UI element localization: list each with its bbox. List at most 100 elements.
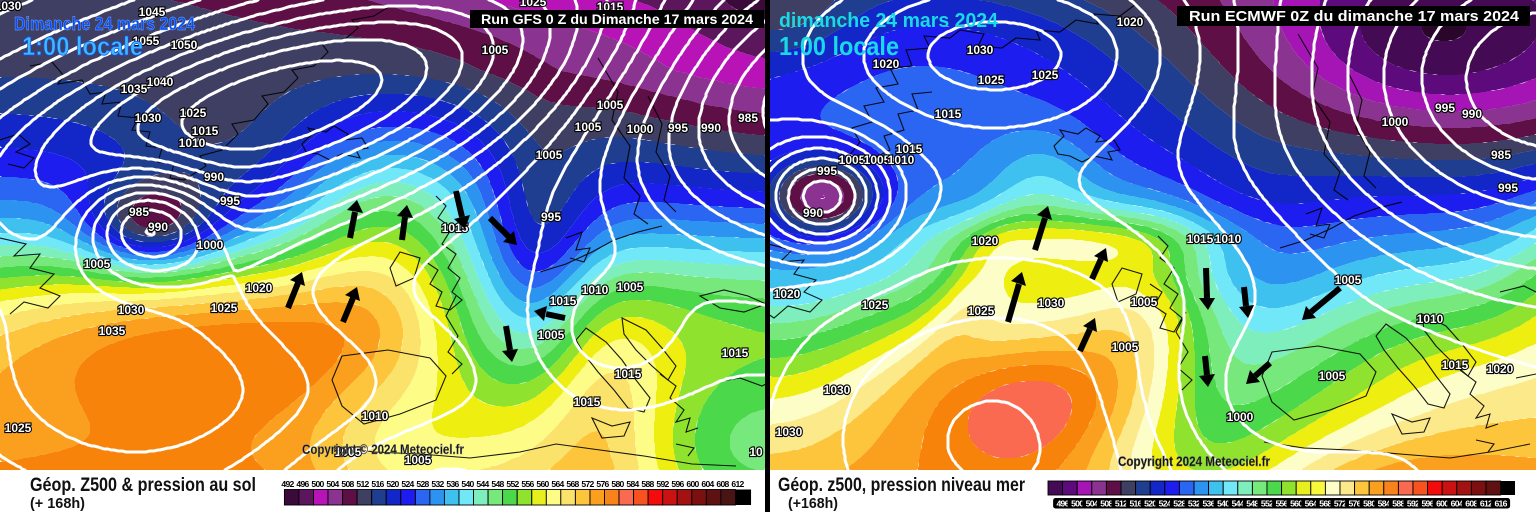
svg-text:1020: 1020 xyxy=(1487,362,1514,376)
svg-text:1010: 1010 xyxy=(582,283,609,297)
svg-text:548: 548 xyxy=(491,479,504,489)
svg-text:995: 995 xyxy=(668,121,688,135)
svg-text:508: 508 xyxy=(1100,499,1113,509)
svg-text:1030: 1030 xyxy=(135,111,162,125)
svg-text:612: 612 xyxy=(1480,499,1493,509)
svg-text:1025: 1025 xyxy=(180,106,207,120)
svg-text:1030: 1030 xyxy=(824,383,851,397)
svg-text:536: 536 xyxy=(1202,499,1215,509)
svg-text:548: 548 xyxy=(1246,499,1259,509)
svg-text:528: 528 xyxy=(416,479,429,489)
svg-text:1025: 1025 xyxy=(520,0,547,9)
svg-text:990: 990 xyxy=(701,121,721,135)
svg-text:985: 985 xyxy=(1491,148,1511,162)
svg-text:576: 576 xyxy=(1348,499,1361,509)
svg-text:540: 540 xyxy=(1217,499,1230,509)
svg-text:1025: 1025 xyxy=(5,421,32,435)
svg-text:1000: 1000 xyxy=(1382,115,1409,129)
svg-text:1015: 1015 xyxy=(615,367,642,381)
svg-text:592: 592 xyxy=(656,479,669,489)
svg-text:560: 560 xyxy=(536,479,549,489)
svg-text:500: 500 xyxy=(311,479,324,489)
svg-text:584: 584 xyxy=(1378,499,1391,509)
svg-text:1005: 1005 xyxy=(597,98,624,112)
svg-text:1020: 1020 xyxy=(873,57,900,71)
svg-text:1005: 1005 xyxy=(482,43,509,57)
svg-text:1025: 1025 xyxy=(211,301,238,315)
svg-text:608: 608 xyxy=(1465,499,1478,509)
svg-text:492: 492 xyxy=(281,479,294,489)
svg-text:1045: 1045 xyxy=(139,5,166,19)
svg-text:1:00 locale: 1:00 locale xyxy=(22,31,143,61)
svg-text:544: 544 xyxy=(476,479,489,489)
svg-text:1030: 1030 xyxy=(967,43,994,57)
svg-text:1025: 1025 xyxy=(968,304,995,318)
svg-text:516: 516 xyxy=(1129,499,1142,509)
svg-text:520: 520 xyxy=(1144,499,1157,509)
svg-text:544: 544 xyxy=(1232,499,1245,509)
svg-text:1005: 1005 xyxy=(405,453,432,467)
svg-text:524: 524 xyxy=(1159,499,1172,509)
svg-text:1005: 1005 xyxy=(1131,295,1158,309)
svg-text:512: 512 xyxy=(356,479,369,489)
svg-text:1050: 1050 xyxy=(171,38,198,52)
svg-text:1025: 1025 xyxy=(978,73,1005,87)
svg-text:500: 500 xyxy=(1071,499,1084,509)
svg-text:516: 516 xyxy=(371,479,384,489)
svg-text:1030: 1030 xyxy=(0,0,22,13)
svg-text:1:00 locale: 1:00 locale xyxy=(779,31,899,61)
svg-text:1035: 1035 xyxy=(99,324,126,338)
svg-text:1035: 1035 xyxy=(121,82,148,96)
svg-text:Géop. Z500 & pression au sol: Géop. Z500 & pression au sol xyxy=(30,475,256,496)
svg-text:1005: 1005 xyxy=(1335,273,1362,287)
svg-text:1015: 1015 xyxy=(722,346,749,360)
svg-text:580: 580 xyxy=(611,479,624,489)
svg-text:1015: 1015 xyxy=(550,294,577,308)
svg-text:985: 985 xyxy=(129,205,149,219)
svg-text:Run GFS 0 Z du Dimanche 17 mar: Run GFS 0 Z du Dimanche 17 mars 2024 xyxy=(481,12,754,27)
svg-text:580: 580 xyxy=(1363,499,1376,509)
svg-text:1010: 1010 xyxy=(179,136,206,150)
svg-text:556: 556 xyxy=(1275,499,1288,509)
svg-text:1030: 1030 xyxy=(1038,296,1065,310)
svg-text:1010: 1010 xyxy=(1215,232,1242,246)
svg-text:616: 616 xyxy=(1494,499,1507,509)
svg-text:1055: 1055 xyxy=(133,34,160,48)
svg-text:1005: 1005 xyxy=(839,153,866,167)
svg-text:504: 504 xyxy=(1086,499,1099,509)
svg-text:1005: 1005 xyxy=(617,280,644,294)
svg-text:612: 612 xyxy=(731,479,744,489)
svg-text:572: 572 xyxy=(1334,499,1347,509)
svg-text:1015: 1015 xyxy=(1187,232,1214,246)
svg-text:1015: 1015 xyxy=(574,395,601,409)
svg-text:995: 995 xyxy=(817,164,837,178)
svg-text:1030: 1030 xyxy=(776,425,803,439)
svg-text:Géop. z500, pression niveau me: Géop. z500, pression niveau mer xyxy=(778,475,1026,496)
svg-text:Run ECMWF 0Z du dimanche 17 ma: Run ECMWF 0Z du dimanche 17 mars 2024 xyxy=(1189,8,1520,25)
svg-text:1000: 1000 xyxy=(1227,410,1254,424)
svg-text:568: 568 xyxy=(1319,499,1332,509)
svg-text:1005: 1005 xyxy=(864,153,891,167)
svg-text:512: 512 xyxy=(1115,499,1128,509)
svg-text:1005: 1005 xyxy=(1319,369,1346,383)
svg-text:10: 10 xyxy=(749,445,763,459)
svg-text:564: 564 xyxy=(551,479,564,489)
svg-text:(+ 168h): (+ 168h) xyxy=(30,495,85,512)
svg-text:1020: 1020 xyxy=(246,281,273,295)
svg-text:1010: 1010 xyxy=(362,409,389,423)
svg-text:504: 504 xyxy=(326,479,339,489)
svg-text:1020: 1020 xyxy=(774,287,801,301)
svg-text:1005: 1005 xyxy=(1112,340,1139,354)
svg-text:608: 608 xyxy=(716,479,729,489)
svg-text:496: 496 xyxy=(1056,499,1069,509)
svg-text:1040: 1040 xyxy=(147,75,174,89)
svg-text:552: 552 xyxy=(1261,499,1274,509)
svg-text:1000: 1000 xyxy=(197,238,224,252)
svg-text:1010: 1010 xyxy=(888,153,915,167)
svg-text:990: 990 xyxy=(204,170,224,184)
svg-text:584: 584 xyxy=(626,479,639,489)
svg-text:604: 604 xyxy=(701,479,714,489)
svg-text:532: 532 xyxy=(1188,499,1201,509)
svg-text:560: 560 xyxy=(1290,499,1303,509)
svg-text:1015: 1015 xyxy=(935,107,962,121)
